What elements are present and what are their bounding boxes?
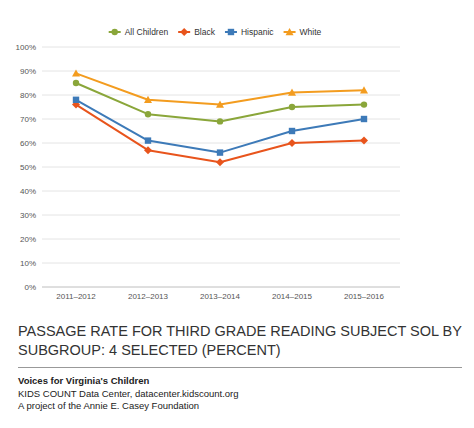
y-tick-label: 10% (20, 259, 36, 268)
annotation: A project of the Annie E. Casey Foundati… (18, 400, 239, 413)
series-marker (360, 86, 368, 93)
y-tick-label: 100% (16, 43, 36, 52)
legend-item: White (284, 27, 322, 37)
legend: All Children Black Hispanic White (109, 27, 322, 37)
series-marker (145, 111, 151, 117)
grid-line (42, 287, 400, 288)
y-tick-label: 80% (20, 91, 36, 100)
y-tick-label: 60% (20, 139, 36, 148)
y-tick-label: 30% (20, 211, 36, 220)
grid-line (42, 239, 400, 240)
legend-label: All Children (125, 27, 169, 37)
y-tick-label: 50% (20, 163, 36, 172)
legend-marker (111, 29, 117, 35)
series-line (76, 100, 364, 153)
legend-item: Hispanic (225, 27, 274, 37)
plot-area (72, 69, 368, 166)
series-marker (360, 137, 368, 145)
series-marker (361, 116, 367, 122)
legend-item: All Children (109, 27, 169, 37)
series-marker (216, 158, 224, 166)
title: PASSAGE RATE FOR THIRD GRADE READING SUB… (18, 322, 466, 360)
x-tick-label: 2012–2013 (128, 292, 169, 301)
grid-line (42, 47, 400, 48)
grid-line (42, 71, 400, 72)
y-tick-label: 40% (20, 187, 36, 196)
legend-item: Black (178, 27, 216, 37)
series-marker (289, 128, 295, 134)
annotation: Voices for Virginia's Children (18, 375, 239, 388)
series-line (76, 105, 364, 163)
legend-marker (180, 28, 188, 36)
legend-label: White (300, 27, 322, 37)
series-marker (73, 97, 79, 103)
series-marker (72, 69, 80, 76)
series-marker (288, 139, 296, 147)
series-marker (288, 89, 296, 96)
series-marker (361, 101, 367, 107)
y-tick-label: 90% (20, 67, 36, 76)
series-marker (216, 101, 224, 108)
series-marker (145, 137, 151, 143)
y-tick-label: 70% (20, 115, 36, 124)
series-marker (73, 80, 79, 86)
y-tick-label: 20% (20, 235, 36, 244)
grid-line (42, 263, 400, 264)
grid-line (42, 191, 400, 192)
legend-label: Black (194, 27, 216, 37)
grid-line (42, 143, 400, 144)
series-marker (289, 104, 295, 110)
legend-marker (228, 29, 234, 35)
series-marker (217, 149, 223, 155)
series-marker (144, 96, 152, 103)
grid-line (42, 167, 400, 168)
x-tick-label: 2013–2014 (200, 292, 241, 301)
series-marker (144, 146, 152, 154)
notes: Voices for Virginia's ChildrenKIDS COUNT… (18, 375, 239, 413)
x-axis-line (42, 287, 400, 288)
legend-label: Hispanic (241, 27, 274, 37)
y-tick-label: 0% (24, 283, 36, 292)
grid-line (42, 95, 400, 96)
grid-line (42, 215, 400, 216)
annotation: KIDS COUNT Data Center, datacenter.kidsc… (18, 388, 239, 401)
x-tick-label: 2015–2016 (344, 292, 385, 301)
series-line (76, 73, 364, 104)
series-marker (217, 118, 223, 124)
legend-marker (286, 28, 294, 35)
x-tick-label: 2011–2012 (56, 292, 96, 301)
x-tick-label: 2014–2015 (272, 292, 313, 301)
rule (18, 367, 462, 368)
